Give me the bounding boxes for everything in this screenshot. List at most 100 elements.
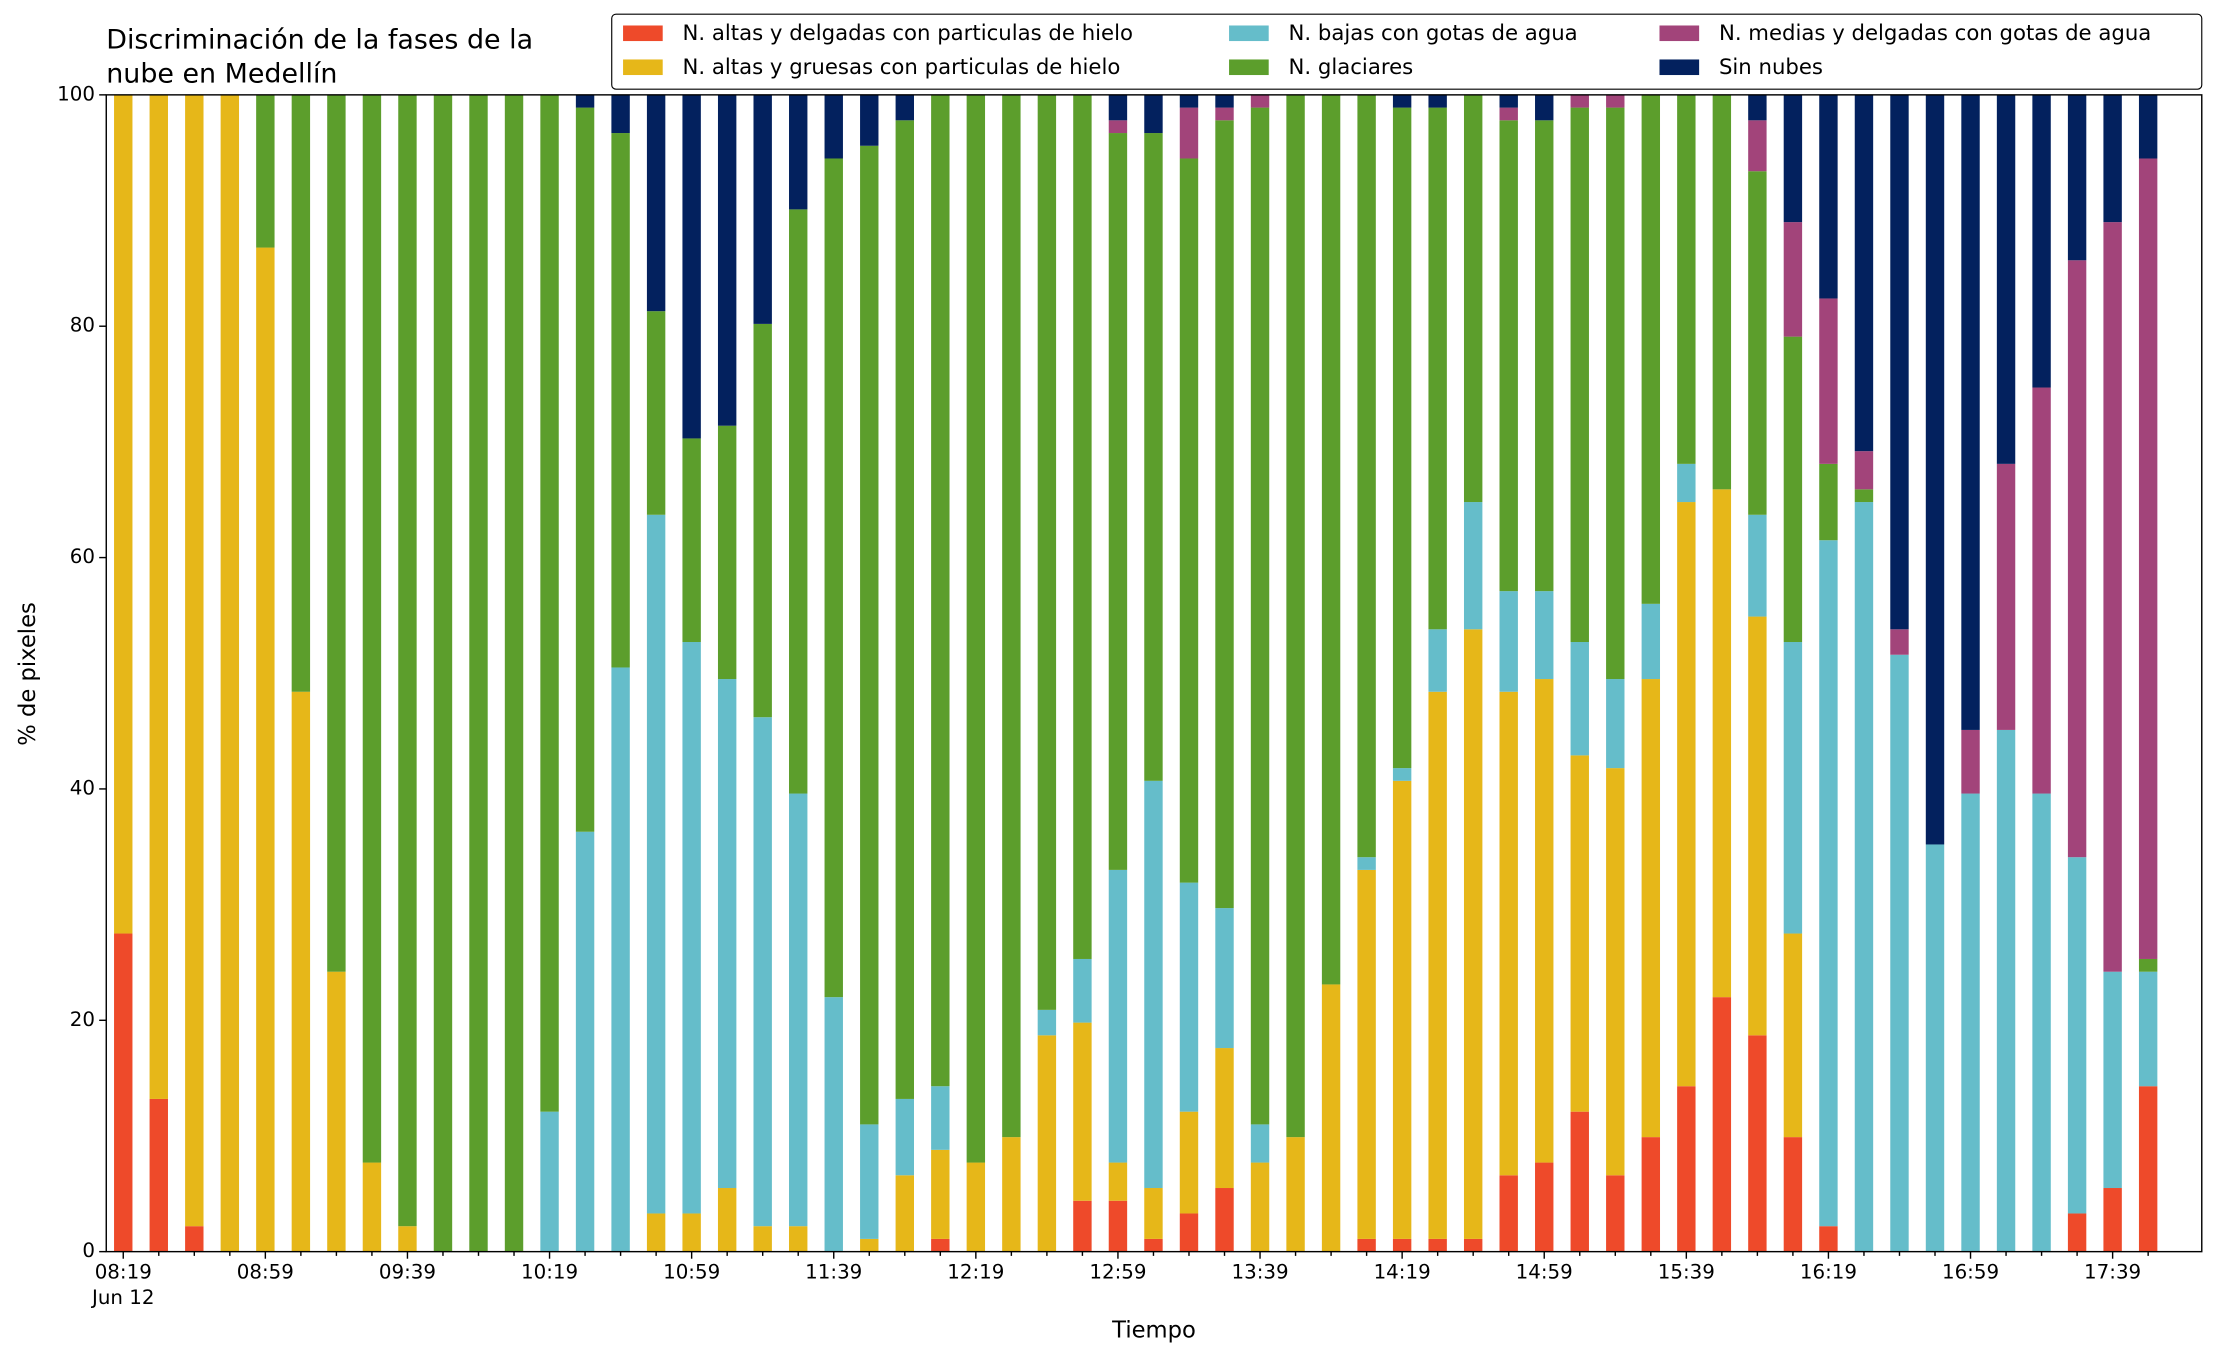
bar-segment [540,94,559,1112]
bar-segment [1961,729,1980,794]
bar-segment [504,94,524,1252]
bar-segment [1783,222,1803,337]
bar-segment [646,311,666,515]
bar-segment [895,120,914,1099]
bar-segment [1108,94,1128,121]
bar-segment [1748,1035,1767,1252]
bar-segment [1073,1022,1092,1201]
bar-segment [1179,1213,1199,1252]
bar-segment [327,94,346,972]
bar-segment [931,1149,950,1239]
x-tick-label: 15:39 [1658,1260,1715,1283]
bar-segment [1073,94,1092,959]
bar-segment [611,94,630,134]
y-tick-label: 40 [70,776,95,799]
bar-segment [1570,1111,1589,1252]
bar-segment [1499,120,1518,592]
bar-segment [1108,1200,1128,1252]
x-tick-label: 08:59 [237,1260,294,1283]
bar-segment [1854,502,1874,1252]
bar-segment [1819,94,1838,299]
bar-segment [398,94,417,1227]
bar-segment [717,1188,737,1252]
legend-label: N. altas y delgadas con particulas de hi… [683,21,1133,46]
y-tick-label: 80 [70,314,95,337]
bar-segment [1570,755,1589,1112]
bar-segment [1286,1137,1305,1252]
bar-segment [966,1162,986,1252]
bar-segment [1748,616,1767,1036]
bar-segment [931,94,950,1087]
bar-segment [753,94,772,324]
bar-segment [1641,1137,1661,1252]
bar-segment [611,667,630,1252]
bar-segment [1392,107,1412,769]
x-tick-label: 10:59 [663,1260,720,1283]
bar-segment [185,94,204,1227]
bar-segment [256,94,275,248]
bar-segment [2067,260,2087,858]
bar-segment [1357,1238,1376,1252]
bar-segment [1961,793,1980,1252]
bar-segment [1215,1188,1234,1252]
bar-segment [1925,94,1945,845]
bar-segment [1783,933,1803,1138]
bar-segment [1641,603,1661,680]
bar-segment [149,94,168,1099]
bar-segment [860,145,879,1125]
bar-segment [2032,94,2051,388]
bar-segment [1819,540,1838,1227]
date-label: Jun 12 [90,1286,154,1309]
bar-segment [1144,1238,1163,1252]
bar-segment [1144,780,1163,1189]
bar-segment [1463,629,1483,1239]
x-tick-label: 14:59 [1516,1260,1573,1283]
bar-segment [327,971,346,1252]
bar-segment [1428,629,1447,692]
bar-segment [1996,463,2016,730]
bar-segment [1712,94,1732,490]
bar-segment [1677,1086,1696,1252]
bar-segment [1535,591,1554,680]
bar-segment [2032,793,2051,1252]
bar-segment [1392,780,1412,1239]
bar-segment [2138,1086,2158,1252]
x-tick-label: 16:59 [1942,1260,1999,1283]
bar-segment [2103,971,2122,1189]
bar-segment [1606,94,1625,108]
bar-segment [1144,133,1163,781]
bar-segment [1712,997,1732,1252]
legend: N. altas y delgadas con particulas de hi… [611,13,2203,90]
bar-segment [540,1111,559,1252]
bar-segment [682,1213,701,1252]
x-tick-label: 12:19 [947,1260,1004,1283]
bar-segment [291,691,311,1252]
bar-segment [2067,1213,2087,1252]
bar-segment [575,831,595,1252]
legend-swatch [1229,59,1269,76]
bar-segment [1392,94,1412,108]
bar-segment [753,1226,772,1252]
bar-segment [895,1175,914,1252]
bar-segment [1286,94,1305,1138]
bar-segment [1819,298,1838,464]
bar-segment [1073,1200,1092,1252]
bar-segment [789,1226,808,1252]
bar-segment [1996,729,2016,1252]
bar-segment [2032,387,2051,794]
bar-segment [1037,94,1057,1010]
x-tick-label: 12:59 [1089,1260,1146,1283]
bar-segment [1535,120,1554,592]
bar-segment [1606,679,1625,769]
bar-segment [469,94,488,1252]
bar-segment [1002,1137,1021,1252]
bar-segment [1641,94,1661,604]
bar-segment [1606,1175,1625,1252]
bar-segment [1641,679,1661,1138]
y-tick-label: 60 [70,545,95,568]
bar-segment [717,425,737,680]
bar-segment [1677,502,1696,1087]
bar-segment [1037,1009,1057,1036]
bar-segment [1002,94,1021,1138]
